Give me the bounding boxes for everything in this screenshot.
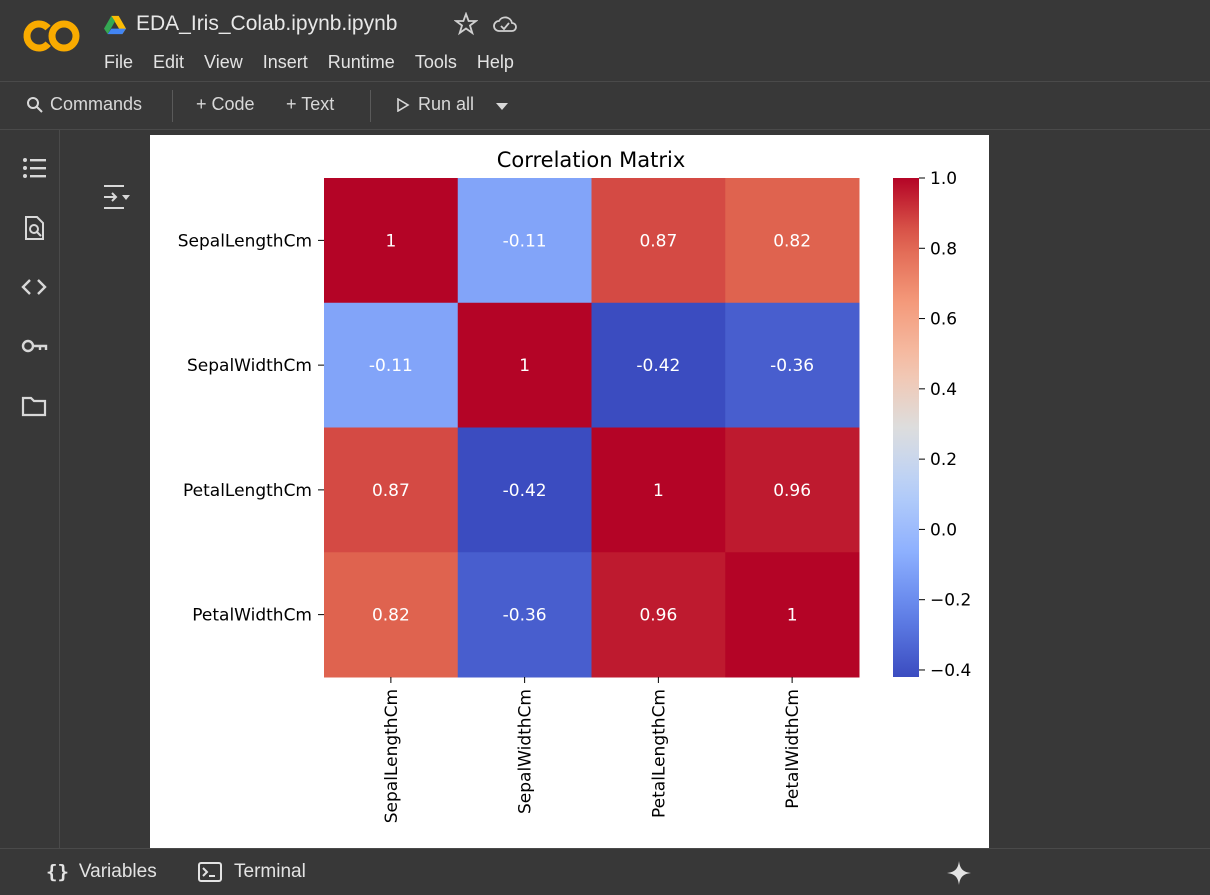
heatmap-cell — [324, 178, 459, 304]
heatmap-cell — [725, 427, 860, 553]
cell-value-label: 1 — [653, 481, 664, 501]
cell-output: Correlation Matrix 1 -0.11 0.87 0.82 -0.11 1 -… — [150, 135, 989, 848]
cell-value-label: -0.36 — [503, 606, 547, 626]
cell-value-label: 1 — [787, 606, 798, 626]
colab-logo[interactable] — [22, 16, 82, 56]
y-tick-label: PetalLengthCm — [183, 481, 312, 501]
heatmap-cell — [591, 302, 726, 428]
terminal-icon — [198, 862, 222, 882]
cell-value-label: -0.11 — [503, 231, 547, 251]
menu-help[interactable]: Help — [476, 52, 514, 72]
heatmap-cell — [457, 302, 592, 428]
cell-value-label: -0.36 — [770, 356, 814, 376]
heatmap-cell — [725, 178, 860, 304]
run-all-label: Run all — [418, 94, 475, 114]
toolbar-divider — [172, 90, 173, 122]
chevron-down-icon[interactable] — [494, 100, 510, 112]
terminal-button[interactable]: Terminal — [198, 861, 306, 883]
left-rail — [0, 130, 60, 848]
heatmap-cell — [457, 552, 592, 678]
colorbar-tick-label: 1.0 — [930, 169, 957, 189]
heatmap-cell — [324, 552, 459, 678]
menu-file[interactable]: File — [104, 52, 134, 72]
menu-insert[interactable]: Insert — [262, 52, 308, 72]
heatmap-cell — [324, 427, 459, 553]
find-replace-icon[interactable] — [20, 214, 48, 242]
search-icon — [27, 96, 43, 113]
heatmap-cell — [725, 552, 860, 678]
heatmap-cell — [591, 427, 726, 553]
heatmap-cell — [457, 178, 592, 304]
secrets-key-icon[interactable] — [20, 332, 48, 360]
cell-value-label: -0.42 — [636, 356, 680, 376]
heatmap-cell — [457, 427, 592, 553]
y-tick-label: SepalLengthCm — [178, 231, 312, 251]
toolbar: Commands + Code + Text Run all — [0, 82, 1210, 130]
cell-value-label: -0.42 — [503, 481, 547, 501]
cell-value-label: 1 — [519, 356, 530, 376]
menu-runtime[interactable]: Runtime — [327, 52, 395, 72]
cloud-saved-icon[interactable] — [492, 12, 518, 36]
top-bar: EDA_Iris_Colab.ipynb.ipynb File Edit Vie… — [0, 0, 1210, 82]
commands-label: Commands — [50, 94, 143, 114]
gemini-sparkle-icon[interactable] — [946, 860, 972, 886]
menu-edit[interactable]: Edit — [153, 52, 185, 72]
menu-tools[interactable]: Tools — [414, 52, 457, 72]
y-tick-label: SepalWidthCm — [187, 356, 312, 376]
colorbar — [893, 178, 919, 677]
correlation-heatmap: Correlation Matrix 1 -0.11 0.87 0.82 -0.11 1 -… — [178, 148, 972, 823]
play-icon — [397, 97, 410, 112]
notebook-title[interactable]: EDA_Iris_Colab.ipynb.ipynb — [136, 12, 398, 35]
terminal-label: Terminal — [234, 861, 306, 882]
colorbar-tick-label: 0.4 — [930, 380, 957, 400]
variables-button[interactable]: {} Variables — [46, 861, 157, 883]
heatmap-cell — [591, 552, 726, 678]
commands-button[interactable]: Commands — [26, 94, 142, 115]
chart-title: Correlation Matrix — [497, 148, 686, 172]
add-text-button[interactable]: + Text — [286, 94, 334, 115]
cell-value-label: 0.96 — [773, 481, 811, 501]
add-text-label: + Text — [286, 94, 335, 114]
table-of-contents-icon[interactable] — [20, 154, 48, 182]
colorbar-tick-label: 0.0 — [930, 520, 957, 540]
cell-value-label: -0.11 — [369, 356, 413, 376]
x-tick-label: SepalWidthCm — [516, 689, 536, 814]
menu-view[interactable]: View — [204, 52, 243, 72]
x-tick-label: SepalLengthCm — [382, 689, 402, 823]
heatmap-cell — [324, 302, 459, 428]
x-tick-label: PetalLengthCm — [649, 689, 669, 818]
cell-value-label: 0.96 — [639, 606, 677, 626]
colorbar-tick-label: 0.2 — [930, 450, 957, 470]
google-drive-icon[interactable] — [104, 14, 126, 36]
code-snippets-icon[interactable] — [20, 273, 48, 301]
toolbar-divider — [370, 90, 371, 122]
cell-value-label: 0.87 — [639, 231, 677, 251]
heatmap-cell — [591, 178, 726, 304]
star-icon[interactable] — [454, 12, 478, 36]
colorbar-tick-label: −0.2 — [930, 591, 971, 611]
colorbar-tick-label: −0.4 — [930, 661, 971, 681]
variables-label: Variables — [78, 861, 157, 882]
cell-value-label: 1 — [385, 231, 396, 251]
menu-bar: File Edit View Insert Runtime Tools Help — [104, 52, 534, 73]
cell-value-label: 0.82 — [372, 606, 410, 626]
colorbar-tick-label: 0.8 — [930, 239, 957, 259]
cell-value-label: 0.87 — [372, 481, 410, 501]
add-code-label: + Code — [196, 94, 255, 114]
run-all-button[interactable]: Run all — [396, 94, 474, 115]
y-tick-label: PetalWidthCm — [192, 606, 312, 626]
heatmap-cell — [725, 302, 860, 428]
add-code-button[interactable]: + Code — [196, 94, 255, 115]
braces-icon: {} — [46, 861, 69, 883]
output-actions-icon[interactable] — [100, 182, 132, 214]
x-tick-label: PetalWidthCm — [783, 689, 803, 809]
colorbar-tick-label: 0.6 — [930, 310, 957, 330]
files-folder-icon[interactable] — [20, 392, 48, 420]
status-bar: {} Variables Terminal — [0, 848, 1210, 895]
cell-value-label: 0.82 — [773, 231, 811, 251]
